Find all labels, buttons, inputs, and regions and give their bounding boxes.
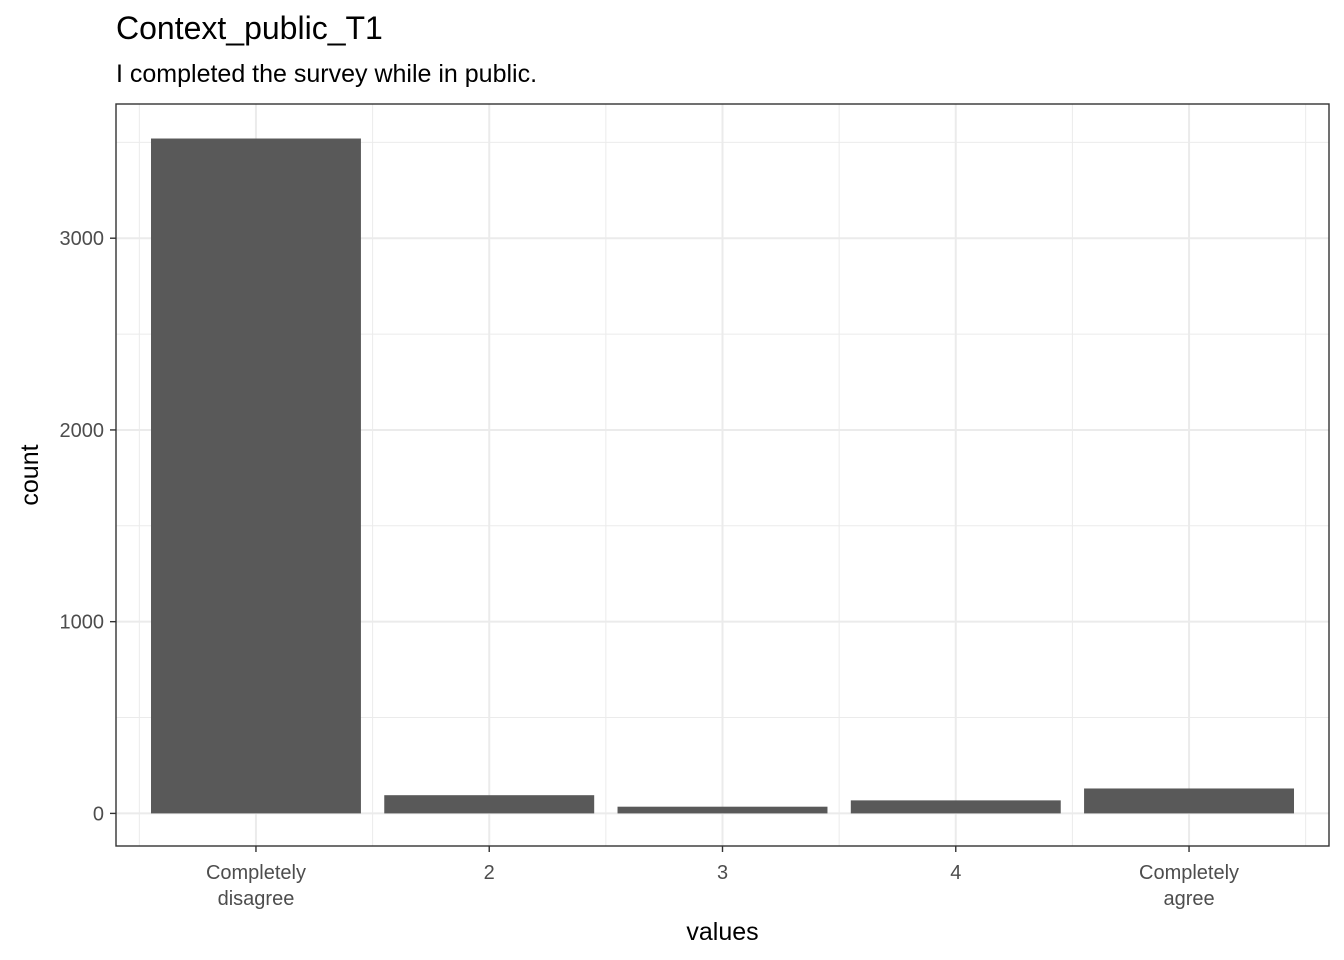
x-tick-label-line: 4 xyxy=(950,862,961,884)
x-tick-label: 4 xyxy=(950,862,961,884)
bar xyxy=(384,795,595,814)
chart-subtitle: I completed the survey while in public. xyxy=(116,60,538,88)
x-tick-label: 3 xyxy=(717,862,728,884)
x-tick-label-line: Completely xyxy=(206,862,306,884)
y-tick-label: 3000 xyxy=(60,228,105,250)
y-tick-label: 2000 xyxy=(60,420,105,442)
chart-title: Context_public_T1 xyxy=(116,10,383,46)
x-tick-label-line: 2 xyxy=(484,862,495,884)
x-tick-label-line: 3 xyxy=(717,862,728,884)
x-axis: Completely disagree 2 3 4 Completely agree xyxy=(206,846,1239,910)
bar xyxy=(850,800,1061,814)
x-tick-label-line: Completely xyxy=(1139,862,1239,884)
x-axis-title: values xyxy=(686,918,758,946)
bar xyxy=(1084,788,1295,814)
x-tick-label: 2 xyxy=(484,862,495,884)
bar xyxy=(617,806,828,814)
x-tick-label: Completely disagree xyxy=(206,862,306,910)
bar xyxy=(150,138,361,814)
y-axis: 0 1000 2000 3000 xyxy=(60,228,116,825)
x-tick-label: Completely agree xyxy=(1139,862,1239,910)
bars xyxy=(150,138,1295,814)
x-tick-label-line: disagree xyxy=(218,888,295,910)
y-axis-title: count xyxy=(16,444,44,505)
y-tick-label: 0 xyxy=(93,803,104,825)
y-tick-label: 1000 xyxy=(60,612,105,634)
x-tick-label-line: agree xyxy=(1163,888,1214,910)
